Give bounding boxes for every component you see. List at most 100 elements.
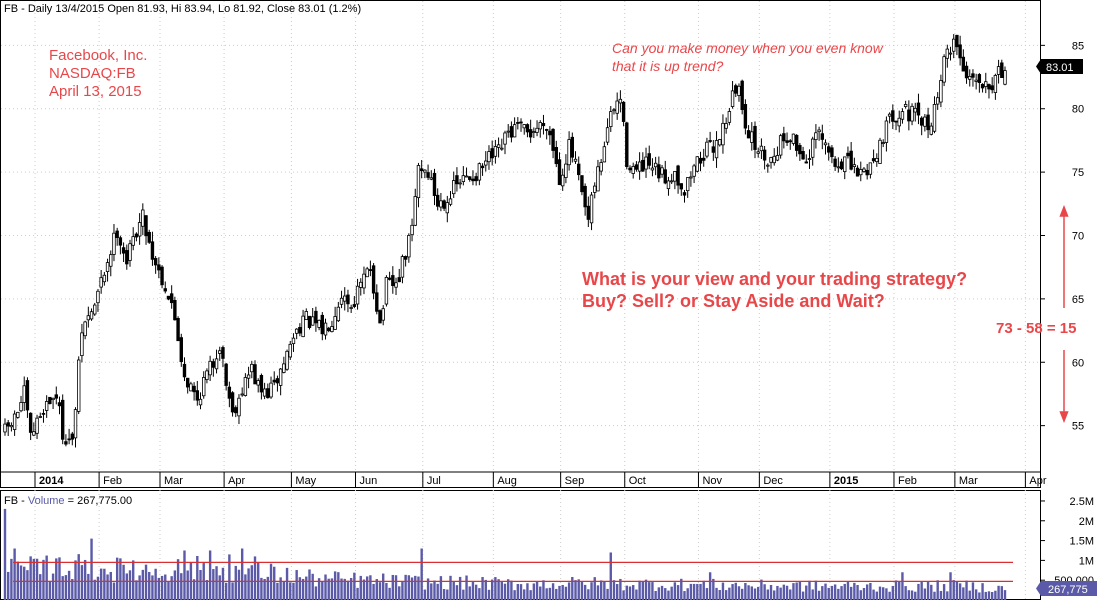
candle-body: [272, 379, 276, 383]
candle-body: [801, 151, 805, 160]
candle-body: [102, 274, 107, 283]
candle-body: [144, 215, 148, 237]
candle: [891, 104, 895, 130]
candle: [708, 131, 712, 143]
volume-bar: [205, 580, 209, 600]
candle-body: [282, 363, 286, 373]
price-tick-label: 60: [1072, 357, 1084, 369]
volume-bar: [170, 576, 173, 600]
volume-bar: [64, 575, 68, 600]
candle: [929, 122, 933, 136]
candle: [272, 371, 276, 386]
candle: [538, 120, 542, 138]
candle: [637, 152, 642, 180]
volume-bar: [19, 565, 23, 600]
volume-bar: [545, 588, 548, 600]
candle-body: [83, 321, 87, 337]
candle: [685, 177, 690, 198]
volume-bar: [878, 586, 882, 600]
volume-bar: [686, 588, 689, 600]
candle: [984, 72, 988, 94]
volume-bar: [888, 591, 891, 600]
candle: [695, 156, 700, 173]
candle-body: [551, 128, 555, 151]
candle-body: [836, 166, 841, 169]
volume-bar: [455, 585, 459, 600]
candle-body: [22, 385, 26, 403]
candle-body: [602, 146, 607, 163]
candle: [855, 165, 860, 177]
volume-bar: [333, 571, 337, 600]
candle-body: [51, 397, 55, 401]
volume-bar: [250, 565, 253, 600]
candle: [336, 301, 341, 322]
volume-bar: [898, 581, 901, 600]
candle: [416, 162, 421, 208]
candle: [471, 170, 475, 186]
candle-body: [266, 388, 270, 399]
candle-body: [948, 52, 953, 55]
candle: [548, 126, 552, 145]
volume-bar: [132, 560, 135, 600]
candle: [669, 173, 674, 185]
candle-body: [814, 132, 818, 141]
candle: [314, 306, 318, 332]
volume-bar: [952, 580, 955, 600]
candle-body: [887, 113, 892, 117]
candle: [974, 73, 978, 90]
volume-bar: [539, 586, 542, 600]
volume-bar: [471, 581, 475, 600]
candle: [403, 255, 408, 267]
candle: [262, 382, 267, 400]
volume-bar: [606, 588, 609, 600]
price-panel-frame: [0, 0, 1041, 488]
candle-body: [439, 200, 443, 208]
volume-bar: [917, 583, 920, 600]
candle: [772, 148, 776, 166]
candle-body: [737, 85, 741, 96]
date-tick-label: Apr: [228, 475, 245, 487]
volume-bar: [462, 589, 465, 600]
candle-body: [984, 81, 988, 87]
candle: [641, 152, 645, 172]
candle-body: [185, 377, 190, 388]
company-date: April 13, 2015: [49, 83, 142, 100]
volume-bar: [349, 578, 353, 600]
candle: [660, 164, 664, 178]
candle: [583, 183, 587, 216]
volume-bar: [923, 588, 927, 600]
volume-bar: [577, 579, 580, 600]
candle-body: [827, 146, 831, 153]
volume-bar: [385, 582, 388, 600]
candle-body: [596, 166, 600, 192]
candle: [435, 188, 440, 211]
candle: [192, 382, 196, 401]
candle: [458, 179, 462, 189]
range-arrow-up-head: [1059, 204, 1069, 217]
candle: [237, 394, 241, 425]
candle: [86, 306, 91, 328]
volume-bar: [692, 583, 696, 600]
volume-bar: [273, 566, 276, 600]
candle: [176, 316, 180, 342]
candle: [346, 289, 350, 313]
volume-bar: [760, 579, 763, 600]
volume-bar: [625, 585, 628, 600]
candle-body: [19, 402, 23, 412]
candle-body: [798, 145, 802, 155]
candle-body: [141, 209, 145, 227]
volume-bar: [45, 555, 48, 600]
candle-body: [939, 80, 943, 103]
candle: [359, 278, 363, 296]
candle: [35, 414, 39, 440]
candle: [147, 229, 151, 244]
candle-body: [221, 347, 225, 359]
candle: [211, 358, 216, 377]
candle-body: [327, 327, 331, 332]
volume-bar: [74, 560, 77, 600]
candle-body: [362, 273, 366, 289]
volume-bar: [192, 579, 196, 600]
candle-body: [605, 127, 610, 143]
volume-bar: [654, 590, 657, 600]
